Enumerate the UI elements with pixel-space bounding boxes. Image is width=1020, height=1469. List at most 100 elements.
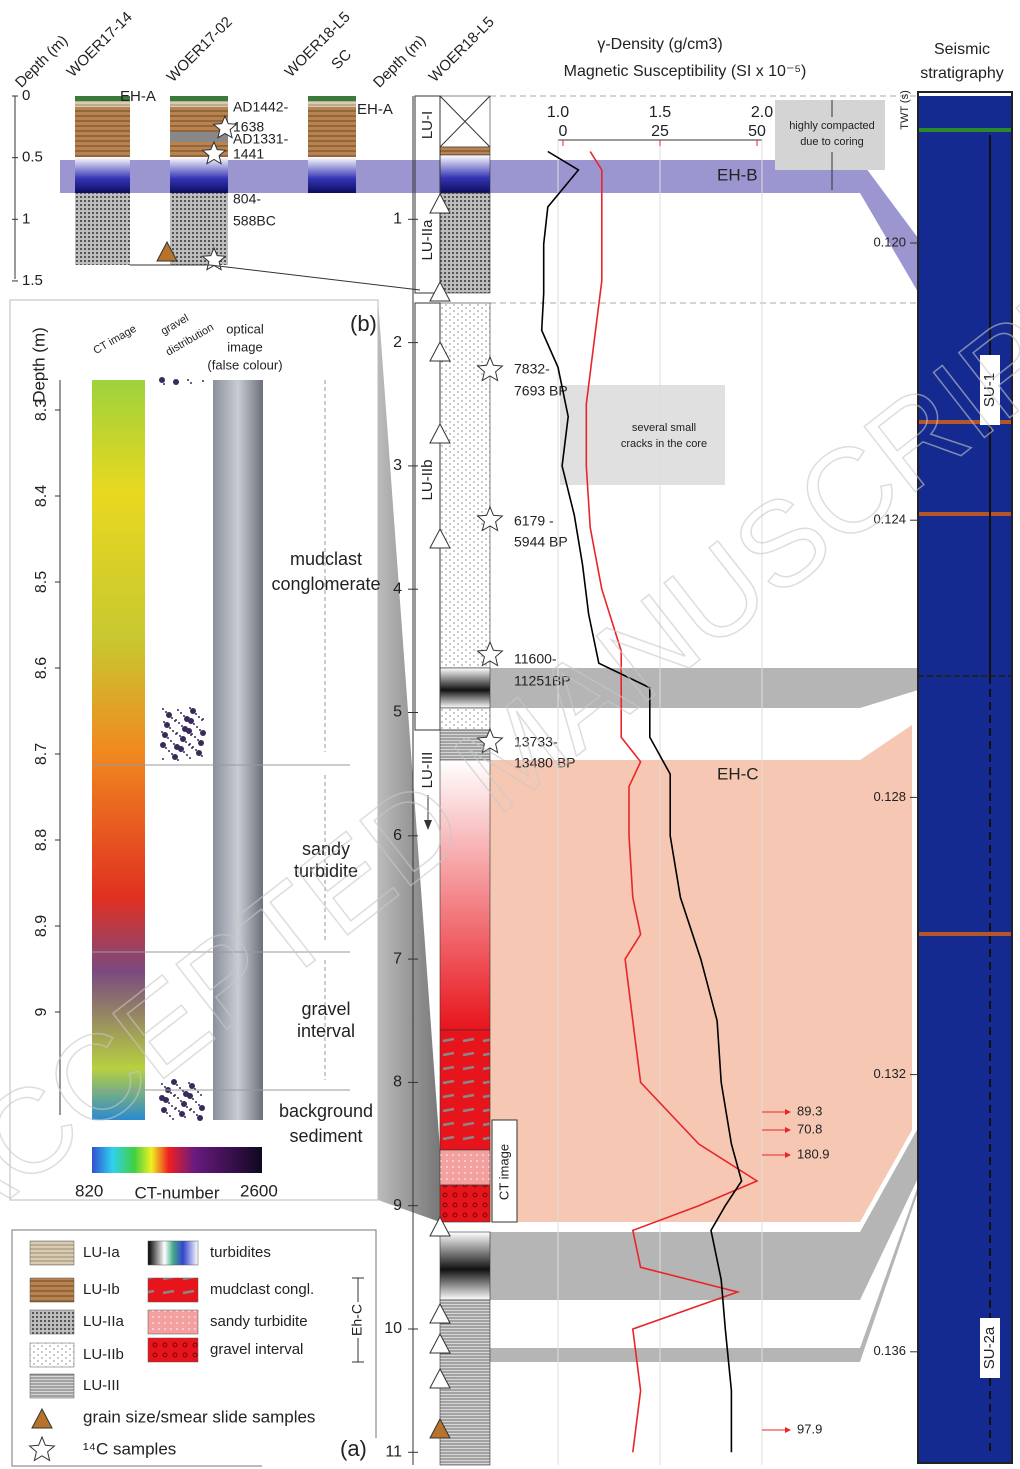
gravel-dot: [188, 1096, 190, 1098]
note: cracks in the core: [621, 438, 707, 450]
seismic-reflector: [918, 972, 1012, 976]
seismic-reflector: [918, 924, 1012, 928]
tick-label: 5: [393, 704, 402, 721]
tick-label: 9: [393, 1197, 402, 1214]
seismic-reflector: [918, 1248, 1012, 1252]
seismic-reflector: [918, 1280, 1012, 1284]
seismic-reflector: [918, 860, 1012, 864]
gravel-dot: [201, 755, 203, 757]
gravel-dot: [168, 750, 170, 752]
layer-block: [170, 96, 228, 101]
gravel-dot: [179, 1111, 185, 1117]
link-line: [130, 265, 420, 290]
note: several small: [632, 422, 696, 434]
seismic-reflector: [918, 792, 1012, 796]
seismic-reflector: [918, 1388, 1012, 1392]
seismic-reflector: [918, 248, 1012, 252]
tick-label: 0: [559, 123, 568, 140]
seismic-reflector: [918, 1160, 1012, 1164]
seismic-reflector: [918, 152, 1012, 156]
tick-label: 0.128: [873, 789, 906, 804]
tick-label: 11: [385, 1444, 402, 1461]
colorbar-label: CT-number: [134, 1183, 219, 1202]
seismic-title: stratigraphy: [920, 65, 1004, 82]
seismic-reflector: [918, 872, 1012, 876]
seismic-reflector: [918, 1312, 1012, 1316]
tick-label: 8.7: [33, 743, 50, 765]
seismic-reflector: [918, 608, 1012, 612]
seismic-reflector: [918, 856, 1012, 860]
core-section: [440, 1185, 490, 1222]
column-title: image: [227, 339, 262, 354]
seismic-reflector: [918, 1396, 1012, 1400]
seismic-reflector: [918, 1112, 1012, 1116]
seismic-reflector: [918, 112, 1012, 116]
seismic-reflector: [918, 900, 1012, 904]
seismic-reflector: [918, 1148, 1012, 1152]
seismic-reflector: [918, 652, 1012, 656]
seismic-reflector: [918, 1444, 1012, 1448]
seismic-reflector: [918, 984, 1012, 988]
seismic-reflector: [918, 264, 1012, 268]
seismic-reflector: [918, 1076, 1012, 1080]
seismic-reflector: [918, 784, 1012, 788]
seismic-reflector: [918, 1392, 1012, 1396]
seismic-reflector: [918, 776, 1012, 780]
seismic-reflector: [918, 764, 1012, 768]
seismic-reflector: [918, 96, 1012, 100]
core-section: [440, 147, 490, 155]
seismic-reflector: [918, 796, 1012, 800]
seismic-reflector: [918, 788, 1012, 792]
legend-label: LU-IIb: [83, 1346, 124, 1363]
gravel-dot: [178, 1110, 180, 1112]
gravel-dot: [190, 382, 192, 384]
tick-label: 0.136: [873, 1343, 906, 1358]
seismic-reflector: [918, 896, 1012, 900]
seismic-reflector: [918, 280, 1012, 284]
seismic-reflector: [918, 1140, 1012, 1144]
seismic-reflector: [918, 1096, 1012, 1100]
seismic-reflector: [918, 192, 1012, 196]
seismic-reflector: [918, 812, 1012, 816]
seismic-reflector: [918, 748, 1012, 752]
seismic-reflector: [918, 752, 1012, 756]
seismic-reflector: [918, 236, 1012, 240]
seismic-reflector: [918, 1168, 1012, 1172]
seismic-reflector: [918, 1056, 1012, 1060]
gravel-dot: [171, 753, 173, 755]
gravel-dot: [186, 754, 188, 756]
gravel-dot: [189, 1109, 191, 1111]
seismic-reflector: [918, 552, 1012, 556]
seismic-reflector: [918, 720, 1012, 724]
tick-label: 2.0: [751, 104, 773, 121]
seismic-reflector: [918, 876, 1012, 880]
seismic-reflector: [918, 768, 1012, 772]
gravel-dot: [196, 1114, 198, 1116]
interval-label: sediment: [289, 1126, 362, 1146]
legend-label: LU-III: [83, 1377, 120, 1394]
seismic-reflector: [918, 132, 1012, 136]
seismic-reflector: [918, 844, 1012, 848]
outlier-label: 180.9: [797, 1146, 830, 1161]
layer-block: [308, 96, 356, 101]
tick-label: 2: [393, 334, 402, 351]
seismic-reflector: [918, 1088, 1012, 1092]
legend-swatch: [30, 1374, 74, 1398]
figure: Depth (m)WOER17-14WOER17-02WOER18-L5SCEH…: [0, 0, 1020, 1469]
age-label: 7693 BP: [514, 383, 568, 399]
gravel-dot: [199, 1105, 205, 1111]
seismic-reflector: [918, 744, 1012, 748]
seismic-reflector: [918, 1308, 1012, 1312]
tick-label: 1: [22, 210, 30, 227]
gravel-dot: [166, 1112, 168, 1114]
gravel-dot: [195, 749, 197, 751]
seismic-reflector: [918, 136, 1012, 140]
age-label: 804-: [233, 191, 261, 207]
seismic-reflector: [918, 736, 1012, 740]
gravel-dot: [178, 722, 180, 724]
seismic-reflector: [918, 1020, 1012, 1024]
seismic-reflector: [918, 1436, 1012, 1440]
axis-title: γ-Density (g/cm3): [597, 36, 722, 53]
gravel-dot: [161, 745, 163, 747]
interval-label: background: [279, 1101, 373, 1121]
